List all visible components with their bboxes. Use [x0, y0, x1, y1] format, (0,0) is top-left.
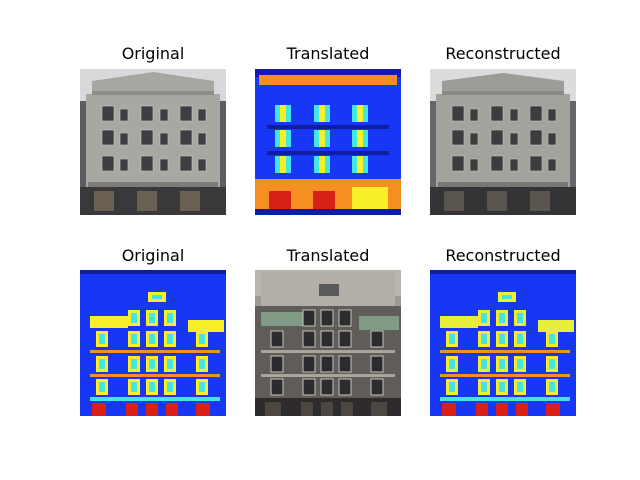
panel-title: Reconstructed [445, 246, 561, 265]
photo-facade-image [255, 270, 401, 416]
photo-facade-image [430, 69, 576, 215]
photo-facade-image [80, 69, 226, 215]
panel-title: Reconstructed [445, 44, 561, 63]
panel-title: Translated [286, 44, 370, 63]
segmentation-map-image [80, 270, 226, 416]
segmentation-map-image [255, 69, 401, 215]
panel-title: Original [121, 44, 185, 63]
panel-title: Translated [286, 246, 370, 265]
segmentation-map-image [430, 270, 576, 416]
panel-title: Original [121, 246, 185, 265]
